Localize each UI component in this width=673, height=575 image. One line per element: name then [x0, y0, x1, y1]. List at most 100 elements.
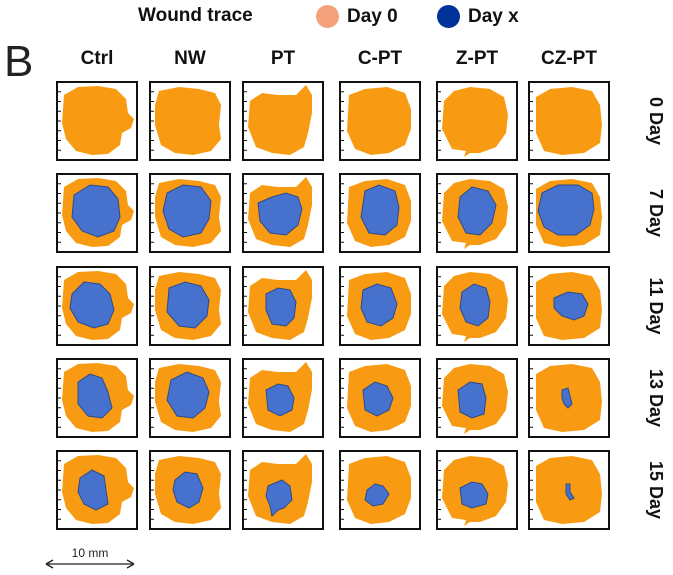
column-label-ctrl: Ctrl — [80, 48, 114, 69]
wound-trace-ctrl-7-day — [56, 173, 138, 253]
wound-cell-cz-pt-0-day — [528, 81, 610, 161]
wound-trace-nw-13-day — [149, 358, 231, 438]
cell-ticks — [529, 368, 533, 428]
cell-ticks — [437, 276, 441, 336]
scale-bar-arrow — [45, 559, 135, 569]
cell-ticks — [340, 276, 344, 336]
cell-ticks — [57, 368, 61, 428]
wound-cell-c-pt-13-day — [339, 358, 421, 438]
wound-dayx-area — [565, 483, 575, 501]
cell-ticks — [437, 91, 441, 151]
wound-cell-z-pt-13-day — [436, 358, 518, 438]
column-label-nw: NW — [174, 48, 206, 69]
cell-ticks — [340, 91, 344, 151]
wound-dayx-area — [77, 373, 113, 419]
wound-trace-cz-pt-15-day — [528, 450, 610, 530]
wound-cell-nw-11-day — [149, 266, 231, 346]
legend-title: Wound trace — [138, 5, 253, 26]
wound-cell-z-pt-11-day — [436, 266, 518, 346]
wound-cell-ctrl-0-day — [56, 81, 138, 161]
wound-dayx-area — [360, 184, 400, 236]
wound-trace-ctrl-13-day — [56, 358, 138, 438]
wound-day0-area — [442, 87, 508, 157]
cell-ticks — [150, 183, 154, 243]
cell-ticks — [529, 276, 533, 336]
scale-bar-label: 10 mm — [71, 546, 109, 560]
cell-ticks — [150, 276, 154, 336]
wound-cell-nw-15-day — [149, 450, 231, 530]
cell-ticks — [150, 460, 154, 520]
wound-day0-area — [248, 85, 312, 155]
cell-ticks — [437, 183, 441, 243]
wound-dayx-area — [537, 184, 595, 236]
wound-dayx-area — [459, 283, 491, 327]
cell-ticks — [437, 460, 441, 520]
wound-trace-c-pt-13-day — [339, 358, 421, 438]
cell-ticks — [340, 368, 344, 428]
cell-ticks — [243, 183, 247, 243]
wound-cell-pt-15-day — [242, 450, 324, 530]
wound-dayx-area — [77, 469, 109, 511]
panel-letter: B — [4, 37, 34, 86]
wound-trace-pt-7-day — [242, 173, 324, 253]
wound-dayx-area — [364, 483, 390, 507]
wound-day0-area — [347, 87, 411, 155]
wound-dayx-area — [561, 387, 573, 409]
wound-dayx-area — [362, 381, 394, 417]
wound-trace-z-pt-0-day — [436, 81, 518, 161]
wound-dayx-area — [457, 381, 487, 419]
cell-ticks — [529, 460, 533, 520]
wound-cell-pt-0-day — [242, 81, 324, 161]
wound-day0-area — [62, 86, 134, 155]
wound-trace-nw-15-day — [149, 450, 231, 530]
wound-cell-pt-11-day — [242, 266, 324, 346]
cell-ticks — [243, 460, 247, 520]
wound-trace-cz-pt-13-day — [528, 358, 610, 438]
cell-ticks — [57, 91, 61, 151]
wound-cell-cz-pt-13-day — [528, 358, 610, 438]
row-label-11-day: 11 Day — [646, 277, 666, 335]
column-label-z-pt: Z-PT — [455, 48, 499, 69]
column-label-c-pt: C-PT — [357, 48, 403, 69]
row-label-13-day: 13 Day — [646, 368, 666, 428]
wound-dayx-area — [265, 287, 297, 327]
wound-trace-z-pt-11-day — [436, 266, 518, 346]
wound-trace-z-pt-7-day — [436, 173, 518, 253]
wound-trace-pt-15-day — [242, 450, 324, 530]
wound-cell-cz-pt-7-day — [528, 173, 610, 253]
wound-cell-ctrl-13-day — [56, 358, 138, 438]
wound-dayx-area — [457, 186, 497, 236]
cell-ticks — [243, 91, 247, 151]
wound-trace-c-pt-7-day — [339, 173, 421, 253]
cell-ticks — [57, 460, 61, 520]
wound-dayx-area — [166, 371, 210, 419]
column-label-cz-pt: CZ-PT — [541, 48, 597, 69]
cell-ticks — [243, 276, 247, 336]
wound-cell-z-pt-7-day — [436, 173, 518, 253]
wound-day0-area — [536, 87, 602, 155]
wound-cell-z-pt-0-day — [436, 81, 518, 161]
wound-cell-cz-pt-15-day — [528, 450, 610, 530]
legend-dot-dayx — [437, 5, 460, 28]
wound-trace-pt-13-day — [242, 358, 324, 438]
wound-cell-pt-13-day — [242, 358, 324, 438]
wound-trace-nw-11-day — [149, 266, 231, 346]
wound-dayx-area — [265, 383, 295, 417]
wound-cell-nw-0-day — [149, 81, 231, 161]
wound-cell-ctrl-7-day — [56, 173, 138, 253]
legend-label-day0: Day 0 — [347, 5, 398, 27]
cell-ticks — [57, 183, 61, 243]
cell-ticks — [529, 91, 533, 151]
wound-cell-ctrl-11-day — [56, 266, 138, 346]
wound-trace-ctrl-11-day — [56, 266, 138, 346]
wound-trace-pt-11-day — [242, 266, 324, 346]
wound-cell-nw-13-day — [149, 358, 231, 438]
wound-trace-cz-pt-0-day — [528, 81, 610, 161]
wound-trace-c-pt-15-day — [339, 450, 421, 530]
wound-cell-c-pt-0-day — [339, 81, 421, 161]
wound-trace-nw-0-day — [149, 81, 231, 161]
scale-bar: 10 mm — [42, 546, 138, 572]
wound-dayx-area — [257, 192, 303, 236]
row-label-15-day: 15 Day — [646, 460, 666, 520]
wound-cell-cz-pt-11-day — [528, 266, 610, 346]
